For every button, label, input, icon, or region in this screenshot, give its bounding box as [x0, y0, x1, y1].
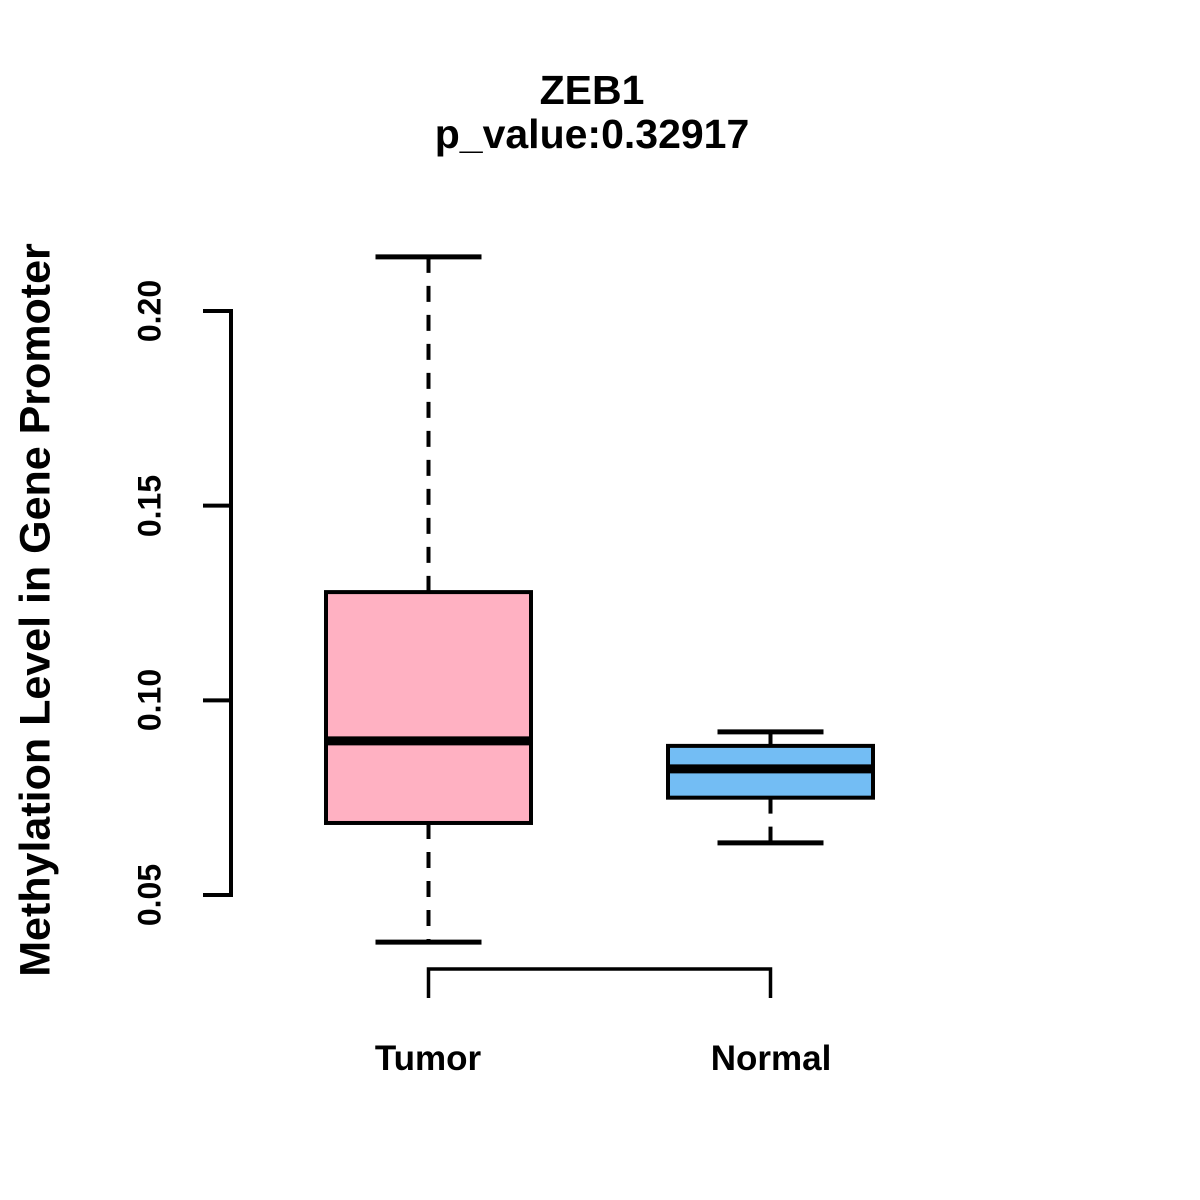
y-tick-label-0.10: 0.10	[131, 668, 168, 732]
y-tick-label-0.05: 0.05	[131, 863, 168, 927]
chart-title: ZEB1 p_value:0.32917	[435, 68, 750, 156]
chart-title-gene: ZEB1	[539, 67, 645, 113]
x-category-label-normal: Normal	[710, 1039, 832, 1078]
y-tick-label-0.20: 0.20	[131, 279, 168, 343]
chart-title-pvalue: p_value:0.32917	[434, 111, 750, 157]
tumor-box	[324, 590, 533, 825]
x-category-label-tumor: Tumor	[374, 1039, 482, 1078]
y-tick-label-0.15: 0.15	[131, 474, 168, 538]
comparison-bracket	[426, 967, 773, 998]
